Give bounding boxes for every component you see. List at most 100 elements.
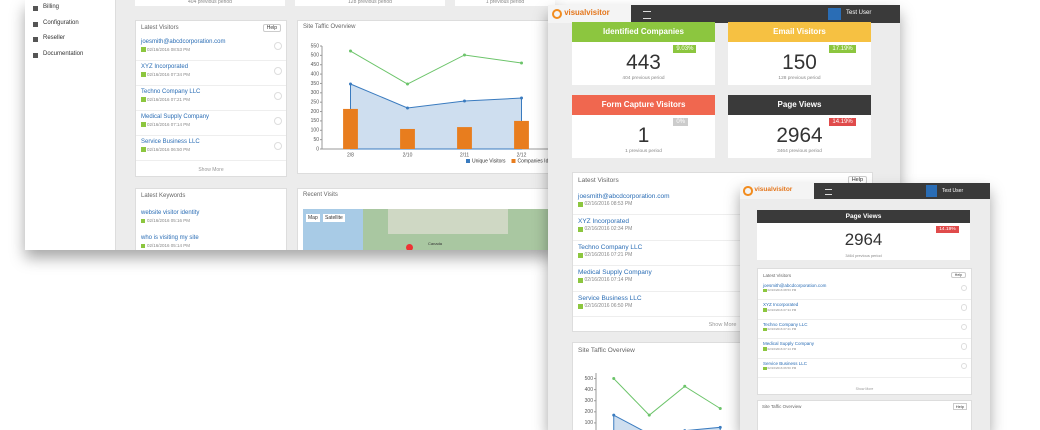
- card-previous: 128 previous period: [778, 76, 821, 82]
- visitor-time: 02/16/2016 07:14 PM: [767, 346, 797, 351]
- visitor-icon: [763, 327, 767, 332]
- visitor-name[interactable]: XYZ Incorporated: [763, 302, 799, 307]
- visitor-icon: [763, 366, 767, 371]
- menu-icon[interactable]: [643, 11, 652, 19]
- keyword-time: 02/16/2016 05:16 PM: [147, 218, 191, 223]
- x-tick-label: 2/8: [347, 152, 354, 158]
- visitor-name[interactable]: Medical Supply Company: [763, 341, 815, 346]
- keyword[interactable]: website visitor identity: [141, 210, 200, 216]
- sidebar-item[interactable]: Configuration: [43, 19, 79, 26]
- map-button[interactable]: Satellite: [323, 214, 345, 222]
- logo-box: [740, 183, 814, 199]
- card-title: Identified Companies: [603, 27, 684, 36]
- visitor-name[interactable]: joesmith@abcdcorporation.com: [763, 282, 827, 288]
- card-badge: 14.19%: [936, 226, 959, 233]
- help-button[interactable]: Help: [950, 272, 966, 278]
- traffic-panel: Site Taffic Overview 0 50 100 150 200 250 300 35…: [297, 20, 555, 174]
- point: [463, 99, 466, 103]
- keywords-panel: Latest Keywords website visitor identity 0…: [135, 188, 287, 250]
- sidebar-icon: [33, 21, 38, 27]
- y-tick-label: 100: [585, 420, 594, 426]
- keyword-icon: [141, 244, 145, 248]
- visitor-name[interactable]: XYZ Incorporated: [141, 64, 189, 70]
- chevron: [960, 304, 967, 311]
- area: [350, 83, 522, 150]
- visitor-name[interactable]: Service Business LLC: [763, 360, 808, 366]
- help-button[interactable]: Help: [952, 403, 967, 410]
- visitor-time: 02/16/2016 07:14 PM: [584, 277, 633, 284]
- logo-mark: [551, 8, 563, 20]
- keyword-time: 02/16/2016 05:14 PM: [147, 243, 191, 248]
- sidebar-item[interactable]: Reseller: [43, 35, 66, 41]
- divider: [573, 239, 872, 241]
- header: [548, 5, 900, 23]
- y-tick-label: 0: [316, 146, 319, 152]
- keyword[interactable]: who is visiting my site: [141, 235, 199, 241]
- area: [613, 414, 721, 430]
- visitor-name[interactable]: Techno Company LLC: [763, 321, 808, 327]
- visitor-name[interactable]: Medical Supply Company: [578, 269, 652, 276]
- visitor-name[interactable]: joesmith@abcdcorporation.com: [141, 39, 226, 45]
- visitor-icon: [141, 122, 146, 128]
- visitor-name[interactable]: XYZ Incorporated: [578, 218, 629, 225]
- divider: [573, 316, 872, 318]
- visitor-name[interactable]: Service Business LLC: [141, 139, 200, 145]
- divider: [136, 135, 286, 137]
- chevron: [960, 362, 967, 370]
- show-more[interactable]: Show More: [198, 167, 224, 173]
- panel-title: Latest Visitors: [141, 25, 179, 31]
- visitor-name[interactable]: Service Business LLC: [578, 294, 642, 302]
- bar: [457, 127, 472, 149]
- visitor-name[interactable]: joesmith@abcdcorporation.com: [578, 192, 670, 200]
- bar: [514, 120, 529, 149]
- stat-box: [295, 0, 445, 6]
- front-window: visualvisitor Test User Page Views 14.19% 29…: [740, 183, 990, 430]
- visitor-time: 02/16/2016 02:34 PM: [584, 226, 633, 233]
- card-header: [572, 22, 715, 42]
- visitor-time: 02/16/2016 06:50 PM: [584, 302, 633, 309]
- show-more[interactable]: Show More: [855, 387, 874, 391]
- visitor-name[interactable]: Techno Company LLC: [578, 243, 643, 251]
- visitor-icon: [763, 308, 767, 312]
- sidebar-item[interactable]: Billing: [43, 4, 60, 10]
- y-tick-label: 100: [311, 128, 320, 134]
- y-tick-label: 250: [311, 100, 320, 106]
- card-header: [728, 95, 871, 115]
- visitor-name[interactable]: Medical Supply Company: [141, 114, 210, 120]
- y-tick-label: 150: [311, 118, 320, 124]
- point: [612, 377, 616, 381]
- menu-icon[interactable]: [824, 188, 832, 196]
- visitor-name[interactable]: Techno Company LLC: [141, 89, 201, 95]
- help-button[interactable]: Help: [262, 24, 281, 32]
- chevron: [960, 323, 967, 331]
- visitor-time: 02/16/2016 08:53 PM: [767, 288, 797, 293]
- divider: [758, 338, 971, 340]
- show-more[interactable]: Show More: [708, 322, 737, 328]
- visitor-icon: [763, 347, 767, 351]
- card-title: Page Views: [845, 213, 882, 220]
- point: [612, 413, 616, 417]
- panel-title: Latest Keywords: [141, 193, 186, 199]
- card-badge: 14.19%: [829, 118, 856, 126]
- divider: [758, 377, 971, 379]
- map-button[interactable]: Map: [306, 214, 320, 222]
- stat-previous: 404 previous period: [188, 0, 232, 5]
- x-tick-label: 2/11: [460, 152, 470, 158]
- user-name[interactable]: Test User: [942, 187, 964, 194]
- user-name[interactable]: Test User: [846, 10, 872, 17]
- visitor-icon: [141, 147, 146, 153]
- sidebar-item[interactable]: Documentation: [43, 50, 84, 57]
- point: [463, 53, 466, 57]
- divider: [758, 357, 971, 359]
- back-window: Billing Configuration Reseller Documentatio…: [25, 0, 555, 250]
- point: [520, 96, 523, 100]
- visitor-icon: [578, 252, 584, 258]
- visitor-time: 02/16/2016 07:34 PM: [147, 71, 191, 77]
- logo: visualvisitor: [754, 185, 793, 193]
- legend-swatch: [466, 159, 470, 163]
- y-tick-label: 200: [311, 109, 320, 115]
- chevron: [274, 92, 282, 100]
- logo-box: [548, 5, 631, 23]
- divider: [573, 265, 872, 267]
